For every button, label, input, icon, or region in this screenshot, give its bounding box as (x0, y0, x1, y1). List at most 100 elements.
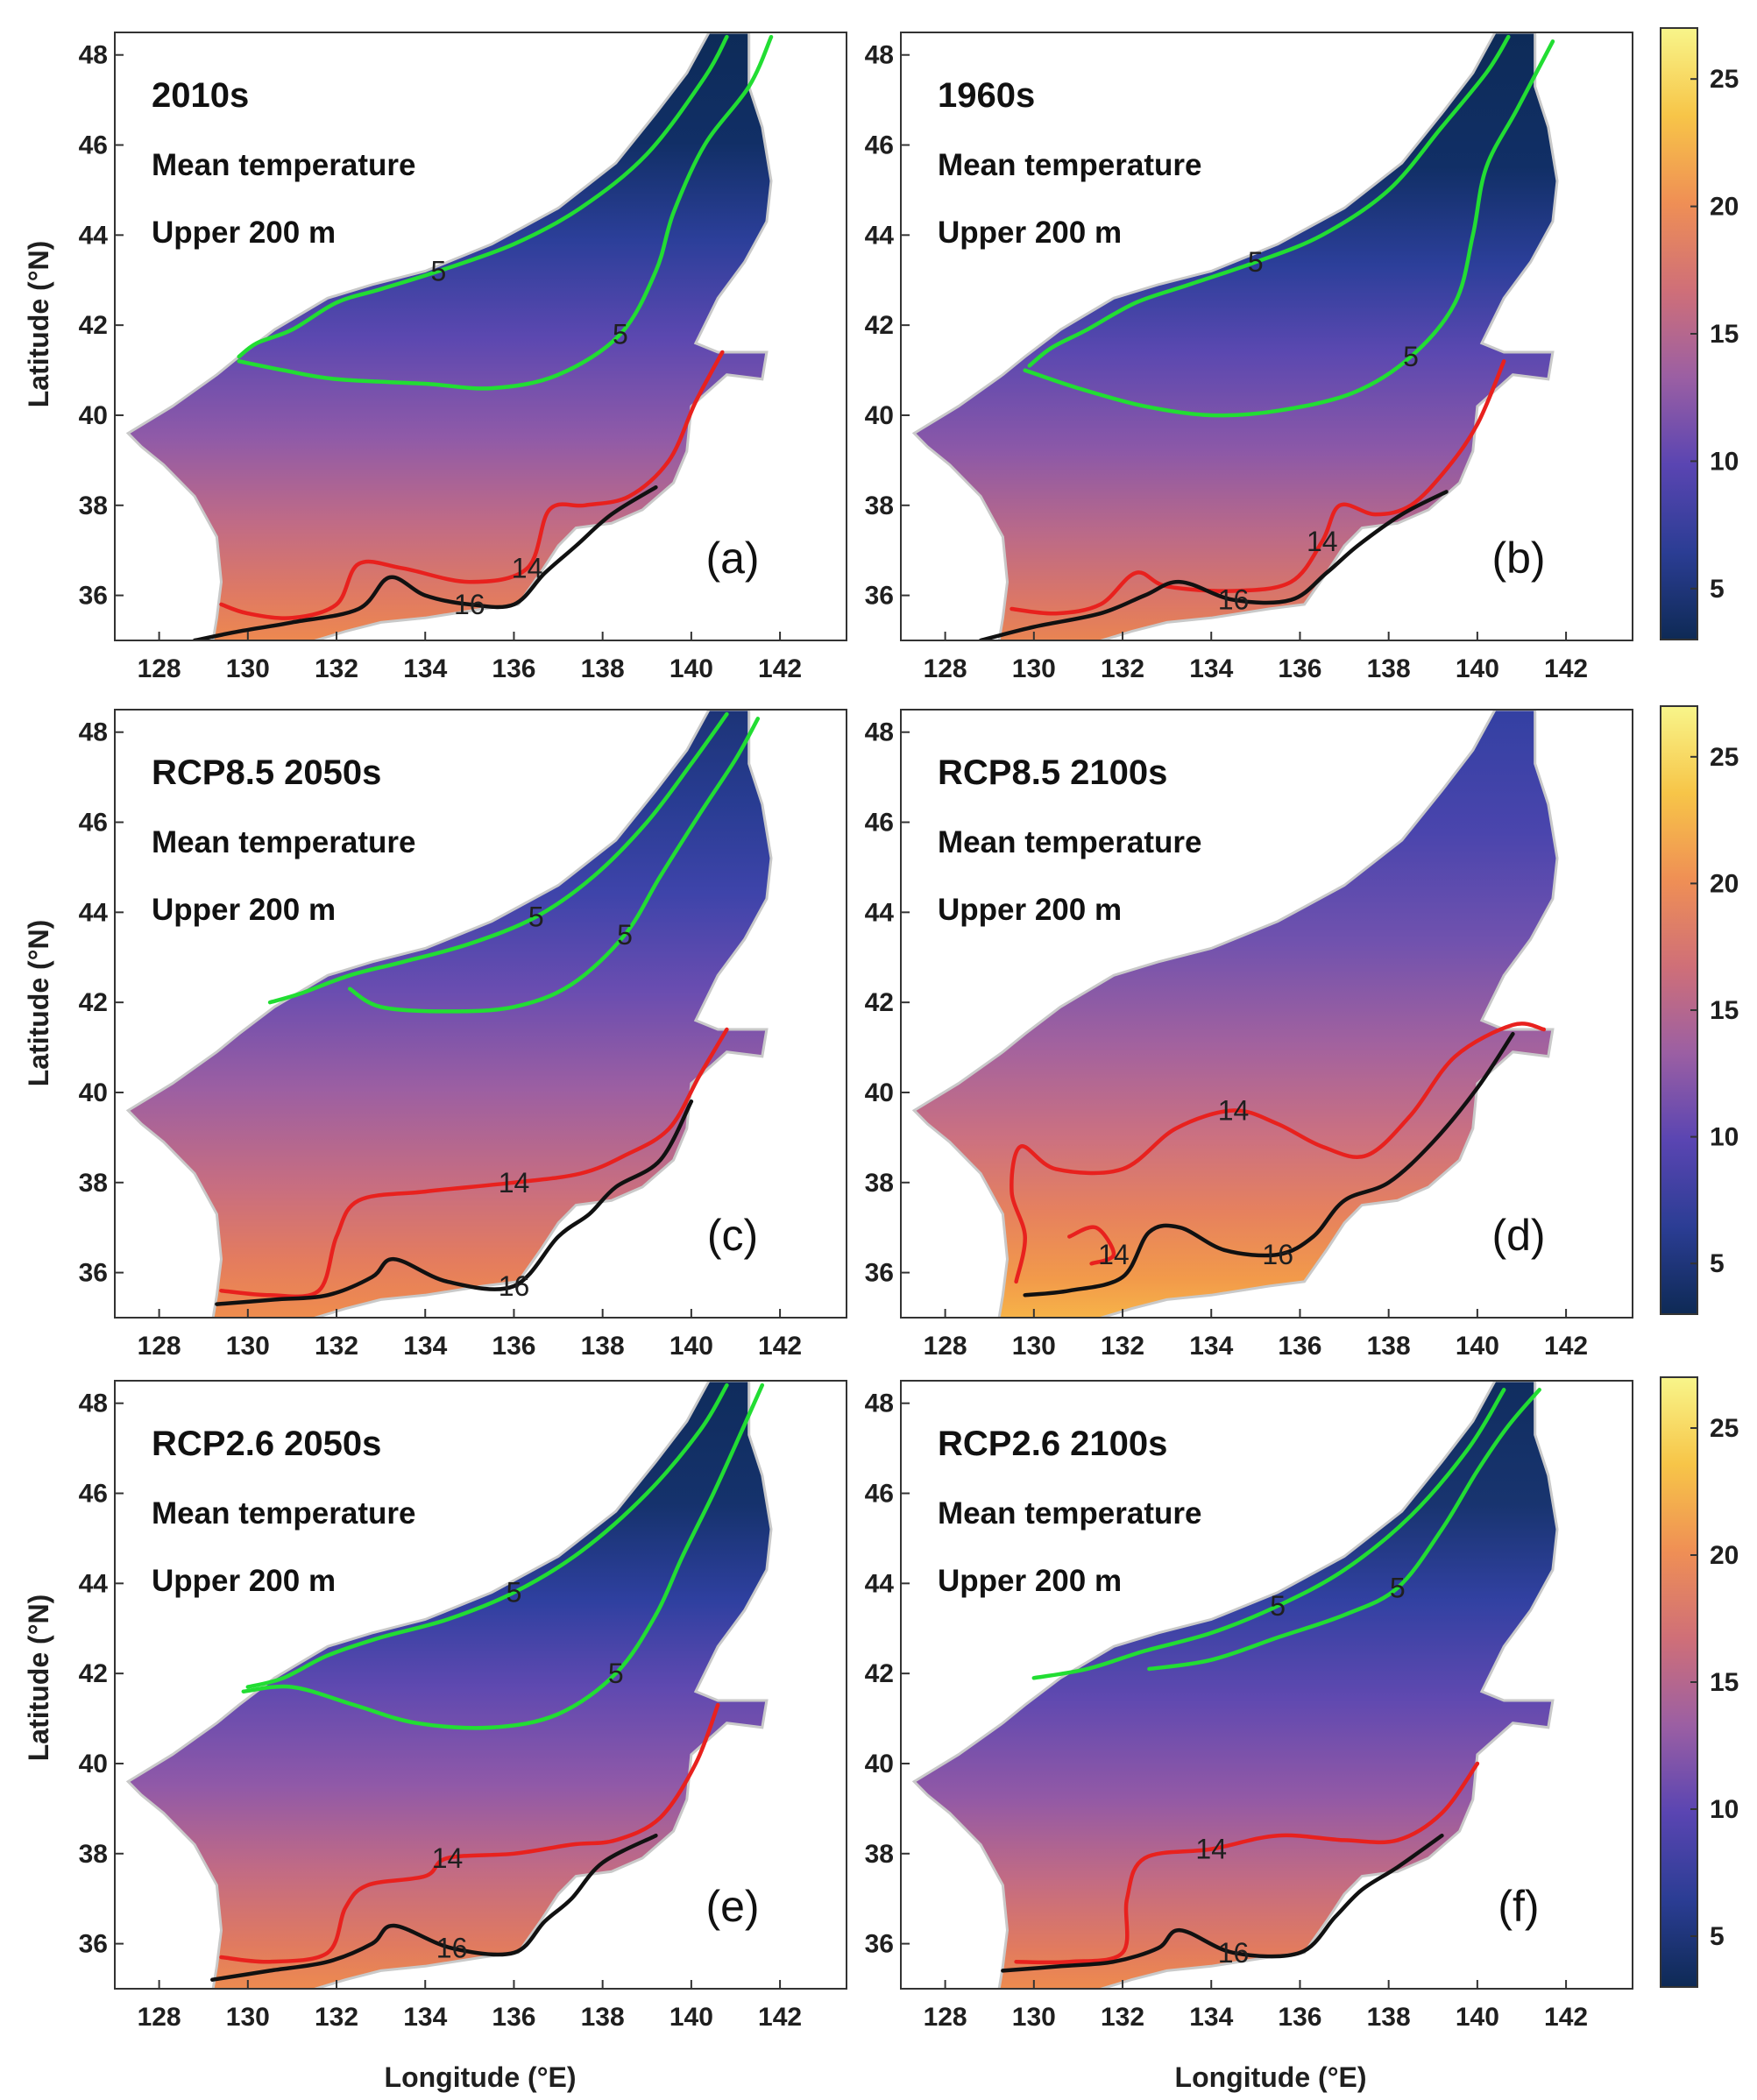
x-tick-label: 142 (758, 1332, 802, 1361)
x-axis-title-left: Longitude (°E) (385, 2061, 577, 2093)
colorbar-tick-label: 5 (1710, 575, 1725, 604)
contour-16-line (1001, 1833, 1444, 1973)
contour-14-label: 14 (499, 1167, 530, 1198)
temperature-field (911, 710, 1559, 1318)
colorbar-tick-label: 25 (1710, 1414, 1739, 1443)
y-tick-label: 44 (79, 1569, 109, 1598)
x-tick-label: 128 (138, 2003, 181, 2032)
x-tick-label: 138 (1367, 654, 1411, 683)
x-tick-label: 136 (1278, 2003, 1321, 2032)
y-tick-label: 38 (79, 491, 108, 520)
contour-5-line (347, 717, 761, 1014)
contour-16-label: 16 (1218, 1937, 1250, 1969)
y-tick-label: 46 (865, 809, 894, 838)
y-tick-label: 38 (79, 1169, 108, 1198)
panel-c: 5 5 14 16 36 38 40 42 44 46 48 128 130 132 134 136 138 14… (79, 709, 847, 1361)
y-tick-label: 36 (79, 1930, 108, 1959)
panel-letter: (e) (705, 1882, 759, 1931)
contour-5-label: 5 (608, 1658, 624, 1689)
contour-5-label: 5 (613, 318, 628, 350)
x-tick-label: 140 (1456, 654, 1499, 683)
colorbar-tick-label: 25 (1710, 65, 1739, 94)
x-tick-label: 128 (924, 654, 967, 683)
y-tick-label: 40 (865, 1078, 894, 1107)
colorbars-layer: 5 10 15 20 25 5 10 15 20 25 5 10 15 20 25 (1660, 27, 1739, 1988)
y-tick-label: 44 (865, 898, 895, 927)
panel-subtitle-variable: Mean temperature (152, 825, 415, 859)
y-tick-label: 40 (865, 1750, 894, 1778)
panel-title: 1960s (938, 76, 1035, 115)
y-tick-label: 46 (79, 131, 108, 160)
panel-letter: (d) (1491, 1211, 1545, 1260)
contour-14-line (219, 350, 725, 620)
y-tick-label: 38 (865, 1169, 894, 1198)
panel-frame (114, 709, 847, 1319)
panel-e: 5 5 14 16 36 38 40 42 44 46 48 128 130 132 134 136 138 14… (79, 1380, 847, 2032)
y-tick-label: 46 (79, 809, 108, 838)
panel-frame (900, 32, 1633, 641)
x-tick-label: 132 (1101, 654, 1144, 683)
x-tick-label: 136 (492, 2003, 535, 2032)
contour-14-label: 14 (1307, 526, 1338, 557)
colorbar-row-2: 5 10 15 20 25 (1660, 705, 1739, 1315)
panel-title: RCP2.6 2100s (938, 1425, 1167, 1463)
x-tick-label: 138 (581, 654, 625, 683)
contour-14-label: 14 (1218, 1095, 1250, 1127)
y-tick-label: 48 (865, 718, 894, 747)
y-tick-label: 42 (865, 1659, 894, 1688)
panel-subtitle-variable: Mean temperature (938, 148, 1201, 182)
panel-letter: (c) (707, 1211, 758, 1260)
contour-16-label: 16 (436, 1933, 468, 1964)
x-tick-label: 142 (758, 2003, 802, 2032)
contour-5-line (1031, 1388, 1506, 1680)
colorbar-tick-label: 25 (1710, 743, 1739, 772)
x-tick-label: 130 (1012, 654, 1056, 683)
y-tick-label: 40 (865, 401, 894, 430)
contour-14-line (219, 1702, 720, 1964)
contour-14-label: 14 (1098, 1239, 1130, 1270)
y-tick-label: 46 (865, 131, 894, 160)
contour-5-line (237, 34, 729, 359)
x-tick-label: 128 (138, 654, 181, 683)
y-tick-label: 48 (865, 41, 894, 70)
panel-subtitle-depth: Upper 200 m (152, 893, 336, 927)
y-tick-label: 44 (79, 898, 109, 927)
panel-title: RCP8.5 2050s (152, 753, 381, 792)
colorbar-tick-label: 10 (1710, 447, 1739, 476)
contour-5-label: 5 (1390, 1573, 1406, 1604)
x-tick-label: 140 (670, 654, 713, 683)
contour-5-label: 5 (1248, 246, 1264, 278)
y-tick-label: 42 (79, 311, 108, 340)
x-tick-label: 132 (315, 654, 358, 683)
panel-letter: (a) (705, 534, 759, 583)
x-tick-label: 134 (1189, 654, 1233, 683)
x-tick-label: 136 (1278, 1332, 1321, 1361)
y-tick-label: 48 (79, 1389, 108, 1418)
panel-frame (900, 709, 1633, 1319)
x-tick-label: 134 (403, 2003, 447, 2032)
y-tick-label: 36 (79, 1259, 108, 1288)
panel-title: RCP8.5 2100s (938, 753, 1167, 792)
x-tick-label: 130 (1012, 1332, 1056, 1361)
contour-5-label: 5 (528, 902, 544, 933)
x-tick-label: 138 (581, 2003, 625, 2032)
panel-subtitle-variable: Mean temperature (152, 148, 415, 182)
x-tick-label: 132 (315, 1332, 358, 1361)
x-tick-label: 130 (226, 654, 270, 683)
y-tick-label: 36 (79, 582, 108, 611)
temperature-field (125, 710, 773, 1318)
colorbar-tick-label: 20 (1710, 1541, 1739, 1570)
panel-frame (900, 1380, 1633, 1990)
x-tick-label: 138 (581, 1332, 625, 1361)
contour-5-label: 5 (617, 919, 633, 951)
y-tick-label: 40 (79, 1750, 108, 1778)
colorbar-tick-label: 10 (1710, 1123, 1739, 1152)
x-tick-label: 128 (924, 1332, 967, 1361)
contour-5-line (237, 34, 774, 391)
colorbar-tick-label: 10 (1710, 1795, 1739, 1824)
x-tick-label: 132 (315, 2003, 358, 2032)
panel-frame (114, 1380, 847, 1990)
y-tick-label: 42 (865, 311, 894, 340)
x-tick-label: 142 (1544, 2003, 1588, 2032)
y-tick-label: 36 (865, 1259, 894, 1288)
